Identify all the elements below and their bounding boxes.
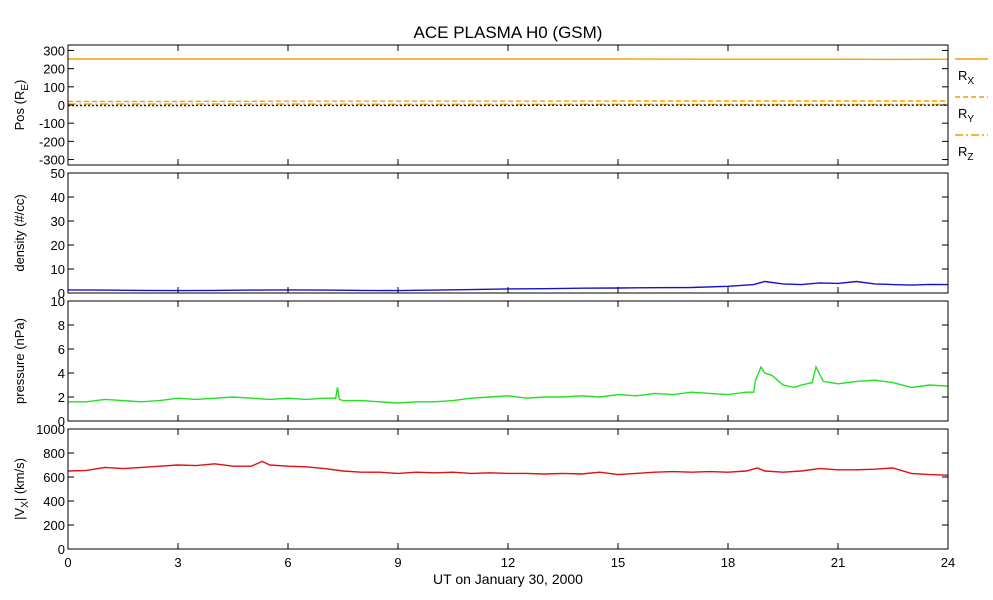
ytick-label-pressure: 0 — [58, 414, 65, 429]
legend-text: R — [958, 144, 967, 159]
ytick-label-pressure: 8 — [58, 318, 65, 333]
ytick-label-density: 50 — [51, 166, 65, 181]
time-axis: 0 3 6 9 12 15 18 21 24 — [64, 555, 955, 570]
series-line-pressure-0 — [68, 364, 949, 404]
chart-title: ACE PLASMA H0 (GSM) — [414, 23, 603, 42]
y-label-text: Pos (R — [12, 91, 27, 131]
y-label-close: | (km/s) — [12, 458, 27, 501]
ytick-label-pos: -300 — [39, 153, 65, 168]
ytick-label-density: 30 — [51, 214, 65, 229]
ytick-label-pressure: 4 — [58, 366, 65, 381]
legend-text: R — [958, 106, 967, 121]
panel-frame-pressure — [67, 300, 949, 422]
xtick-label: 21 — [831, 555, 845, 570]
ytick-label-density: 20 — [51, 238, 65, 253]
y-axis-label-pressure: pressure (nPa) — [12, 318, 27, 404]
ytick-label-pos: -200 — [39, 134, 65, 149]
ytick-label-pos: 300 — [43, 43, 65, 58]
panel-vx: 0 200 400 600 800 1000 |VX| (km/s) — [12, 422, 949, 557]
panel-pos: 300 200 100 0 -100 -200 -300 Pos (RE) — [12, 43, 949, 168]
legend-text: R — [958, 68, 967, 83]
ytick-label-density: 0 — [58, 286, 65, 301]
ytick-label-pressure: 10 — [51, 294, 65, 309]
xtick-label: 15 — [611, 555, 625, 570]
ytick-label-pressure: 6 — [58, 342, 65, 357]
y-axis-label-density: density (#/cc) — [12, 194, 27, 271]
ytick-label-density: 10 — [51, 262, 65, 277]
xtick-label: 3 — [174, 555, 181, 570]
ytick-label-pressure: 2 — [58, 390, 65, 405]
y-label-close: ) — [12, 80, 27, 84]
xtick-label: 24 — [941, 555, 955, 570]
ytick-label-vx: 0 — [58, 542, 65, 557]
legend-subscript: X — [967, 76, 974, 87]
ytick-label-pos: 0 — [58, 98, 65, 113]
xtick-label: 6 — [284, 555, 291, 570]
ytick-label-pos: -100 — [39, 116, 65, 131]
ytick-label-vx: 200 — [43, 518, 65, 533]
xtick-label: 0 — [64, 555, 71, 570]
xtick-label: 12 — [501, 555, 515, 570]
ytick-label-vx: 800 — [43, 446, 65, 461]
ytick-label-pos: 200 — [43, 62, 65, 77]
legend-subscript: Y — [967, 114, 974, 125]
y-label-text: |V — [12, 508, 27, 520]
panel-frame-density — [67, 172, 949, 294]
x-axis-label: UT on January 30, 2000 — [433, 571, 583, 587]
y-axis-label-pos: Pos (RE) — [12, 80, 31, 131]
y-label-text: pressure (nPa) — [12, 318, 27, 404]
y-axis-label-vx: |VX| (km/s) — [12, 458, 31, 520]
legend-label-z: RZ — [958, 144, 974, 163]
xtick-label: 18 — [721, 555, 735, 570]
panel-density: 0 10 20 30 40 50 density (#/cc) — [12, 166, 949, 301]
y-label-subscript: E — [20, 84, 31, 91]
y-label-subscript: X — [20, 501, 31, 508]
ytick-label-pos: 100 — [43, 80, 65, 95]
y-label-text: density (#/cc) — [12, 194, 27, 271]
ytick-label-vx: 400 — [43, 494, 65, 509]
legend-subscript: Z — [967, 152, 973, 163]
panel-pressure: 0 2 4 6 8 10 pressure (nPa) — [12, 294, 949, 429]
series-line-vx-0 — [67, 460, 949, 476]
xtick-label: 9 — [394, 555, 401, 570]
ytick-label-vx: 600 — [43, 470, 65, 485]
legend-label-x: RX — [958, 68, 974, 87]
legend-label-y: RY — [958, 106, 974, 125]
panel-frame-vx — [67, 428, 949, 550]
ytick-label-vx: 1000 — [36, 422, 65, 437]
ytick-label-density: 40 — [51, 190, 65, 205]
